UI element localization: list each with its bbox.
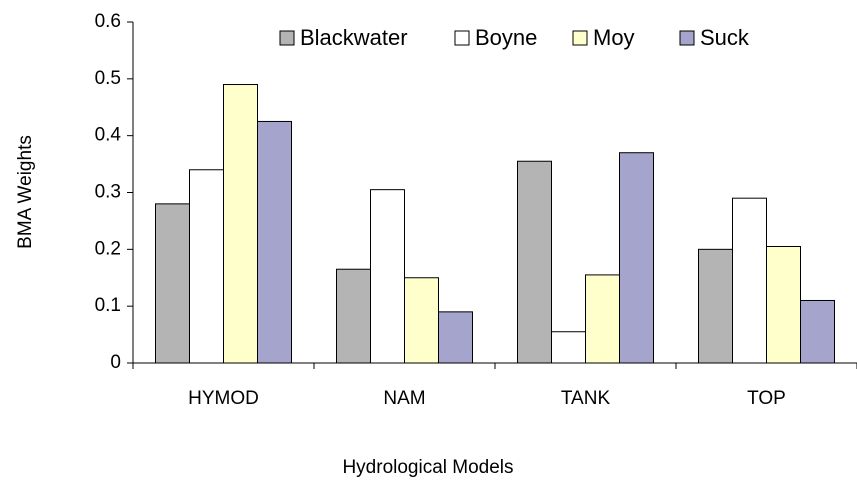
y-tick-label: 0.3 xyxy=(95,182,121,203)
bar xyxy=(404,277,439,364)
legend-label: Suck xyxy=(700,25,750,50)
bar xyxy=(698,248,733,364)
legend: Blackwater Boyne Moy Suck xyxy=(279,25,750,50)
bar xyxy=(585,274,620,364)
bar xyxy=(517,160,552,364)
bar xyxy=(336,268,371,364)
y-tick-label: 0.6 xyxy=(95,11,121,32)
y-tick-label: 0.5 xyxy=(95,68,121,89)
legend-swatch xyxy=(679,30,695,46)
x-tick-label: TOP xyxy=(747,388,786,409)
bar xyxy=(800,299,835,364)
bar xyxy=(619,152,654,364)
bar xyxy=(732,197,767,364)
legend-label: Blackwater xyxy=(300,25,408,50)
bar xyxy=(551,331,586,364)
x-axis-title: Hydrological Models xyxy=(342,457,513,478)
legend-label: Boyne xyxy=(475,25,537,50)
bar xyxy=(438,311,473,364)
legend-label: Moy xyxy=(593,25,635,50)
bar xyxy=(223,84,258,364)
bar xyxy=(155,203,190,364)
x-tick-label: NAM xyxy=(383,388,425,409)
bar xyxy=(766,245,801,364)
legend-swatch xyxy=(454,30,470,46)
legend-swatch xyxy=(572,30,588,46)
x-tick-label: HYMOD xyxy=(188,388,259,409)
y-tick-label: 0.2 xyxy=(95,238,121,259)
bar xyxy=(370,189,405,364)
y-tick-label: 0.4 xyxy=(95,125,122,146)
y-tick-label: 0 xyxy=(110,352,121,373)
x-tick-label: TANK xyxy=(561,388,611,409)
y-tick-label: 0.1 xyxy=(95,295,121,316)
legend-swatch xyxy=(279,30,295,46)
bar xyxy=(257,120,292,364)
bar xyxy=(189,169,224,364)
y-axis-title: BMA Weights xyxy=(15,135,36,249)
